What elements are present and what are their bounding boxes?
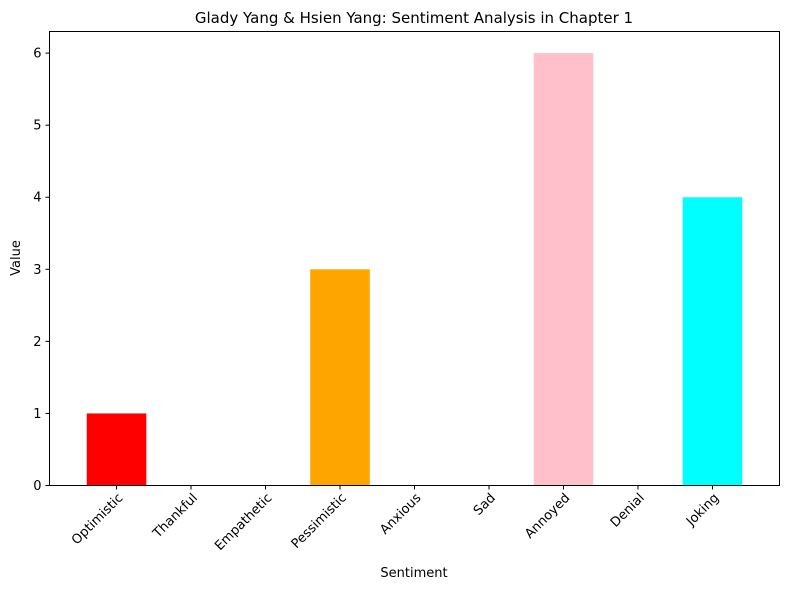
bar-pessimistic xyxy=(310,269,370,486)
y-tick-label: 4 xyxy=(33,191,41,206)
y-axis-label: Value xyxy=(9,240,24,276)
y-tick-label: 1 xyxy=(33,407,41,422)
bars-group xyxy=(86,53,743,486)
x-tick-label-annoyed: Annoyed xyxy=(522,491,573,542)
plot-frame xyxy=(49,31,780,486)
y-tick-label: 0 xyxy=(33,479,41,494)
x-tick-label-sad: Sad xyxy=(471,491,499,519)
x-tick-label-pessimistic: Pessimistic xyxy=(289,491,350,552)
x-tick-label-denial: Denial xyxy=(608,491,648,531)
x-tick-label-thankful: Thankful xyxy=(150,491,201,542)
y-tick-label: 5 xyxy=(33,119,41,134)
x-tick-label-joking: Joking xyxy=(683,491,722,530)
y-tick-label: 2 xyxy=(33,335,41,350)
chart-title: Glady Yang & Hsien Yang: Sentiment Analy… xyxy=(195,9,633,27)
y-axis: 0 1 2 3 4 5 6 xyxy=(33,47,50,494)
x-axis: Optimistic Thankful Empathetic Pessimistic A… xyxy=(69,485,722,554)
x-tick-label-empathetic: Empathetic xyxy=(212,491,275,554)
bar-annoyed xyxy=(533,53,594,486)
y-tick-label: 6 xyxy=(33,47,41,62)
x-axis-label: Sentiment xyxy=(380,566,447,581)
bar-joking xyxy=(682,197,743,486)
x-tick-label-anxious: Anxious xyxy=(377,491,424,538)
y-tick-label: 3 xyxy=(33,263,41,278)
bar-optimistic xyxy=(86,413,147,486)
x-tick-label-optimistic: Optimistic xyxy=(69,491,126,548)
